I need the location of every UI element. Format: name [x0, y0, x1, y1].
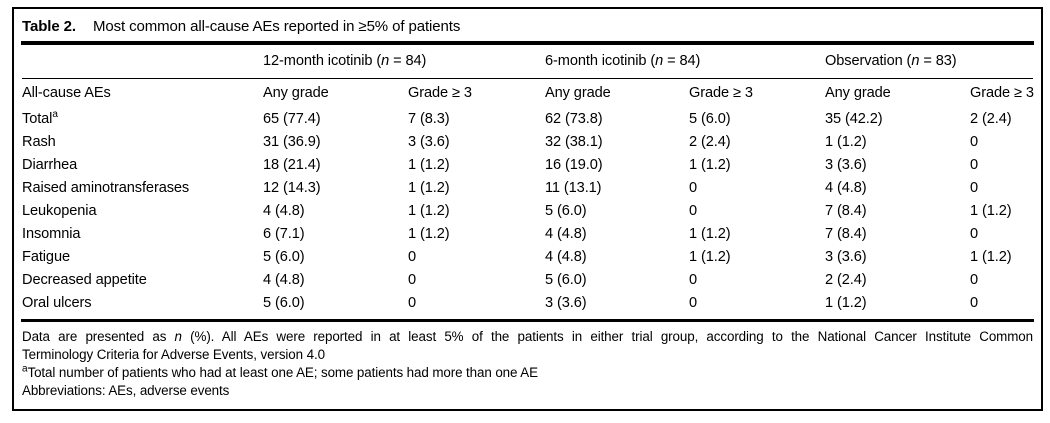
cell: 2 (2.4) [689, 134, 731, 150]
divider-above-footnotes [21, 318, 1034, 322]
cell: 32 (38.1) [545, 134, 603, 150]
group-header-1: 6-month icotinib (n = 84) [545, 44, 826, 79]
cell: 0 [970, 226, 979, 242]
column-header-2: Any grade [545, 85, 611, 101]
cell: 2 (2.4) [825, 272, 867, 288]
cell: 0 [970, 157, 979, 173]
cell: 0 [689, 180, 698, 196]
cell: 0 [970, 272, 979, 288]
cell: 0 [970, 134, 979, 150]
cell: 1 (1.2) [825, 295, 867, 311]
cell: 1 (1.2) [408, 180, 450, 196]
cell: 31 (36.9) [263, 134, 321, 150]
column-header-4: Any grade [825, 85, 891, 101]
cell: 7 (8.4) [825, 203, 867, 219]
cell: 4 (4.8) [263, 203, 305, 219]
column-header-0: Any grade [263, 85, 329, 101]
cell: 0 [689, 272, 698, 288]
cell: 1 (1.2) [408, 157, 450, 173]
table-row: Insomnia 6 (7.1) 1 (1.2) 4 (4.8) 1 (1.2) 7 (8… [22, 223, 1033, 246]
row-label: Fatigue [22, 249, 70, 265]
footnote-line-0: Data are presented as n (%). All AEs wer… [22, 329, 1033, 344]
cell: 1 (1.2) [408, 203, 450, 219]
table-row: Rash 31 (36.9) 3 (3.6) 32 (38.1) 2 (2.4) 1 (1… [22, 131, 1033, 154]
footnote-line-1: Terminology Criteria for Adverse Events,… [22, 347, 325, 362]
cell: 5 (6.0) [689, 111, 731, 127]
cell: 6 (7.1) [263, 226, 305, 242]
footnote-line-2: aTotal number of patients who had at lea… [22, 363, 538, 380]
cell: 4 (4.8) [545, 249, 587, 265]
table-row: Raised aminotransferases 12 (14.3) 1 (1.2)… [22, 177, 1033, 200]
cell: 0 [689, 203, 698, 219]
cell: 7 (8.3) [408, 111, 450, 127]
column-header-5: Grade ≥ 3 [970, 85, 1034, 101]
row-label: Oral ulcers [22, 295, 92, 311]
cell: 18 (21.4) [263, 157, 321, 173]
cell: 1 (1.2) [408, 226, 450, 242]
row-label: Raised aminotransferases [22, 180, 190, 196]
table-title-text: Most common all-cause AEs reported in ≥5… [92, 18, 461, 35]
cell: 62 (73.8) [545, 111, 603, 127]
cell: 4 (4.8) [545, 226, 587, 242]
cell: 4 (4.8) [263, 272, 305, 288]
cell: 0 [970, 295, 979, 311]
cell: 11 (13.1) [545, 180, 602, 196]
row-label: Rash [22, 134, 56, 150]
row-label: Diarrhea [22, 157, 78, 173]
cell: 0 [970, 180, 979, 196]
cell: 3 (3.6) [408, 134, 450, 150]
table-row: Oral ulcers 5 (6.0) 0 3 (3.6) 0 1 (1.2) 0 [22, 292, 1033, 315]
table-number-label: Table 2. [22, 18, 76, 35]
divider-under-title [21, 41, 1034, 45]
cell: 1 (1.2) [689, 157, 731, 173]
table-row: Diarrhea 18 (21.4) 1 (1.2) 16 (19.0) 1 (1.2)… [22, 154, 1033, 177]
cell: 1 (1.2) [970, 249, 1012, 265]
cell: 3 (3.6) [825, 157, 867, 173]
cell: 65 (77.4) [263, 111, 321, 127]
column-header-1: Grade ≥ 3 [408, 85, 472, 101]
cell: 7 (8.4) [825, 226, 867, 242]
table-body: Totala 65 (77.4) 7 (8.3) 62 (73.8) 5 (6.0) 35… [22, 108, 1033, 315]
cell: 1 (1.2) [689, 249, 731, 265]
column-header-row: All-cause AEs Any grade Grade ≥ 3 Any grade… [22, 78, 1034, 108]
table-row: Leukopenia 4 (4.8) 1 (1.2) 5 (6.0) 0 7 (8.4) 1… [22, 200, 1033, 223]
cell: 1 (1.2) [689, 226, 731, 242]
cell: 16 (19.0) [545, 157, 603, 173]
cell: 5 (6.0) [545, 272, 587, 288]
group-header-spacer [22, 44, 263, 79]
cell: 0 [408, 249, 417, 265]
cell: 5 (6.0) [263, 295, 305, 311]
group-header-0: 12-month icotinib (n = 84) [263, 44, 545, 79]
table-row: Fatigue 5 (6.0) 0 4 (4.8) 1 (1.2) 3 (3.6) 1 (1… [22, 246, 1033, 269]
row-label: Insomnia [22, 226, 81, 242]
cell: 2 (2.4) [970, 111, 1012, 127]
cell: 0 [689, 295, 698, 311]
row-label: Leukopenia [22, 203, 97, 219]
adverse-events-table: 12-month icotinib (n = 84) 6-month icotin… [22, 44, 1034, 315]
row-label: Totala [22, 109, 58, 127]
group-header-2: Observation (n = 83) [825, 44, 1034, 79]
cell: 0 [408, 272, 417, 288]
cell: 3 (3.6) [825, 249, 867, 265]
row-label: Decreased appetite [22, 272, 147, 288]
cell: 1 (1.2) [970, 203, 1012, 219]
cell: 12 (14.3) [263, 180, 321, 196]
cell: 0 [408, 295, 417, 311]
table-header: 12-month icotinib (n = 84) 6-month icotin… [22, 44, 1034, 108]
cell: 5 (6.0) [545, 203, 587, 219]
table-row: Decreased appetite 4 (4.8) 0 5 (6.0) 0 2 (2.4… [22, 269, 1033, 292]
group-header-row: 12-month icotinib (n = 84) 6-month icotin… [22, 44, 1034, 79]
footnotes: Data are presented as n (%). All AEs wer… [14, 322, 1041, 400]
cell: 4 (4.8) [825, 180, 867, 196]
cell: 1 (1.2) [825, 134, 867, 150]
column-header-3: Grade ≥ 3 [689, 85, 753, 101]
cell: 5 (6.0) [263, 249, 305, 265]
cell: 35 (42.2) [825, 111, 883, 127]
stub-header: All-cause AEs [22, 85, 111, 101]
footnote-line-3: Abbreviations: AEs, adverse events [22, 383, 230, 398]
table-title: Table 2. Most common all-cause AEs repor… [14, 9, 1041, 41]
cell: 3 (3.6) [545, 295, 587, 311]
table-container: Table 2. Most common all-cause AEs repor… [12, 7, 1043, 411]
table-row: Totala 65 (77.4) 7 (8.3) 62 (73.8) 5 (6.0) 35… [22, 108, 1033, 131]
